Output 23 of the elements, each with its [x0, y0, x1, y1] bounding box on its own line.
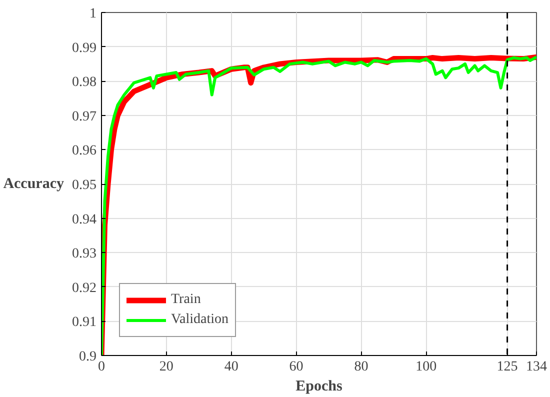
- y-tick-label: 0.94: [72, 212, 96, 228]
- x-tick-label: 20: [159, 360, 174, 374]
- x-tick-label: 80: [354, 360, 368, 374]
- x-tick-label: 40: [224, 360, 238, 374]
- y-tick-label: 0.98: [72, 75, 96, 90]
- y-tick-label: 1: [90, 6, 96, 22]
- y-tick-label: 0.93: [72, 246, 96, 262]
- x-tick-label: 125: [496, 360, 518, 374]
- y-tick-label: 0.96: [72, 144, 96, 159]
- legend-label: Train: [171, 292, 201, 308]
- x-tick-label: 100: [416, 360, 437, 374]
- y-tick-label: 0.95: [72, 178, 96, 193]
- y-tick-label: 0.99: [72, 40, 96, 56]
- x-tick-label: 60: [289, 360, 304, 374]
- x-axis-title: Epochs: [296, 378, 343, 394]
- x-tick-label: 134: [526, 360, 547, 374]
- legend-label: Validation: [171, 312, 229, 328]
- y-tick-label: 0.91: [72, 315, 96, 330]
- y-tick-label: 0.97: [72, 109, 96, 124]
- y-axis-title: Accuracy: [3, 176, 64, 192]
- y-tick-label: 0.92: [72, 280, 96, 296]
- y-tick-label: 0.9: [79, 350, 96, 364]
- x-tick-label: 0: [98, 360, 105, 374]
